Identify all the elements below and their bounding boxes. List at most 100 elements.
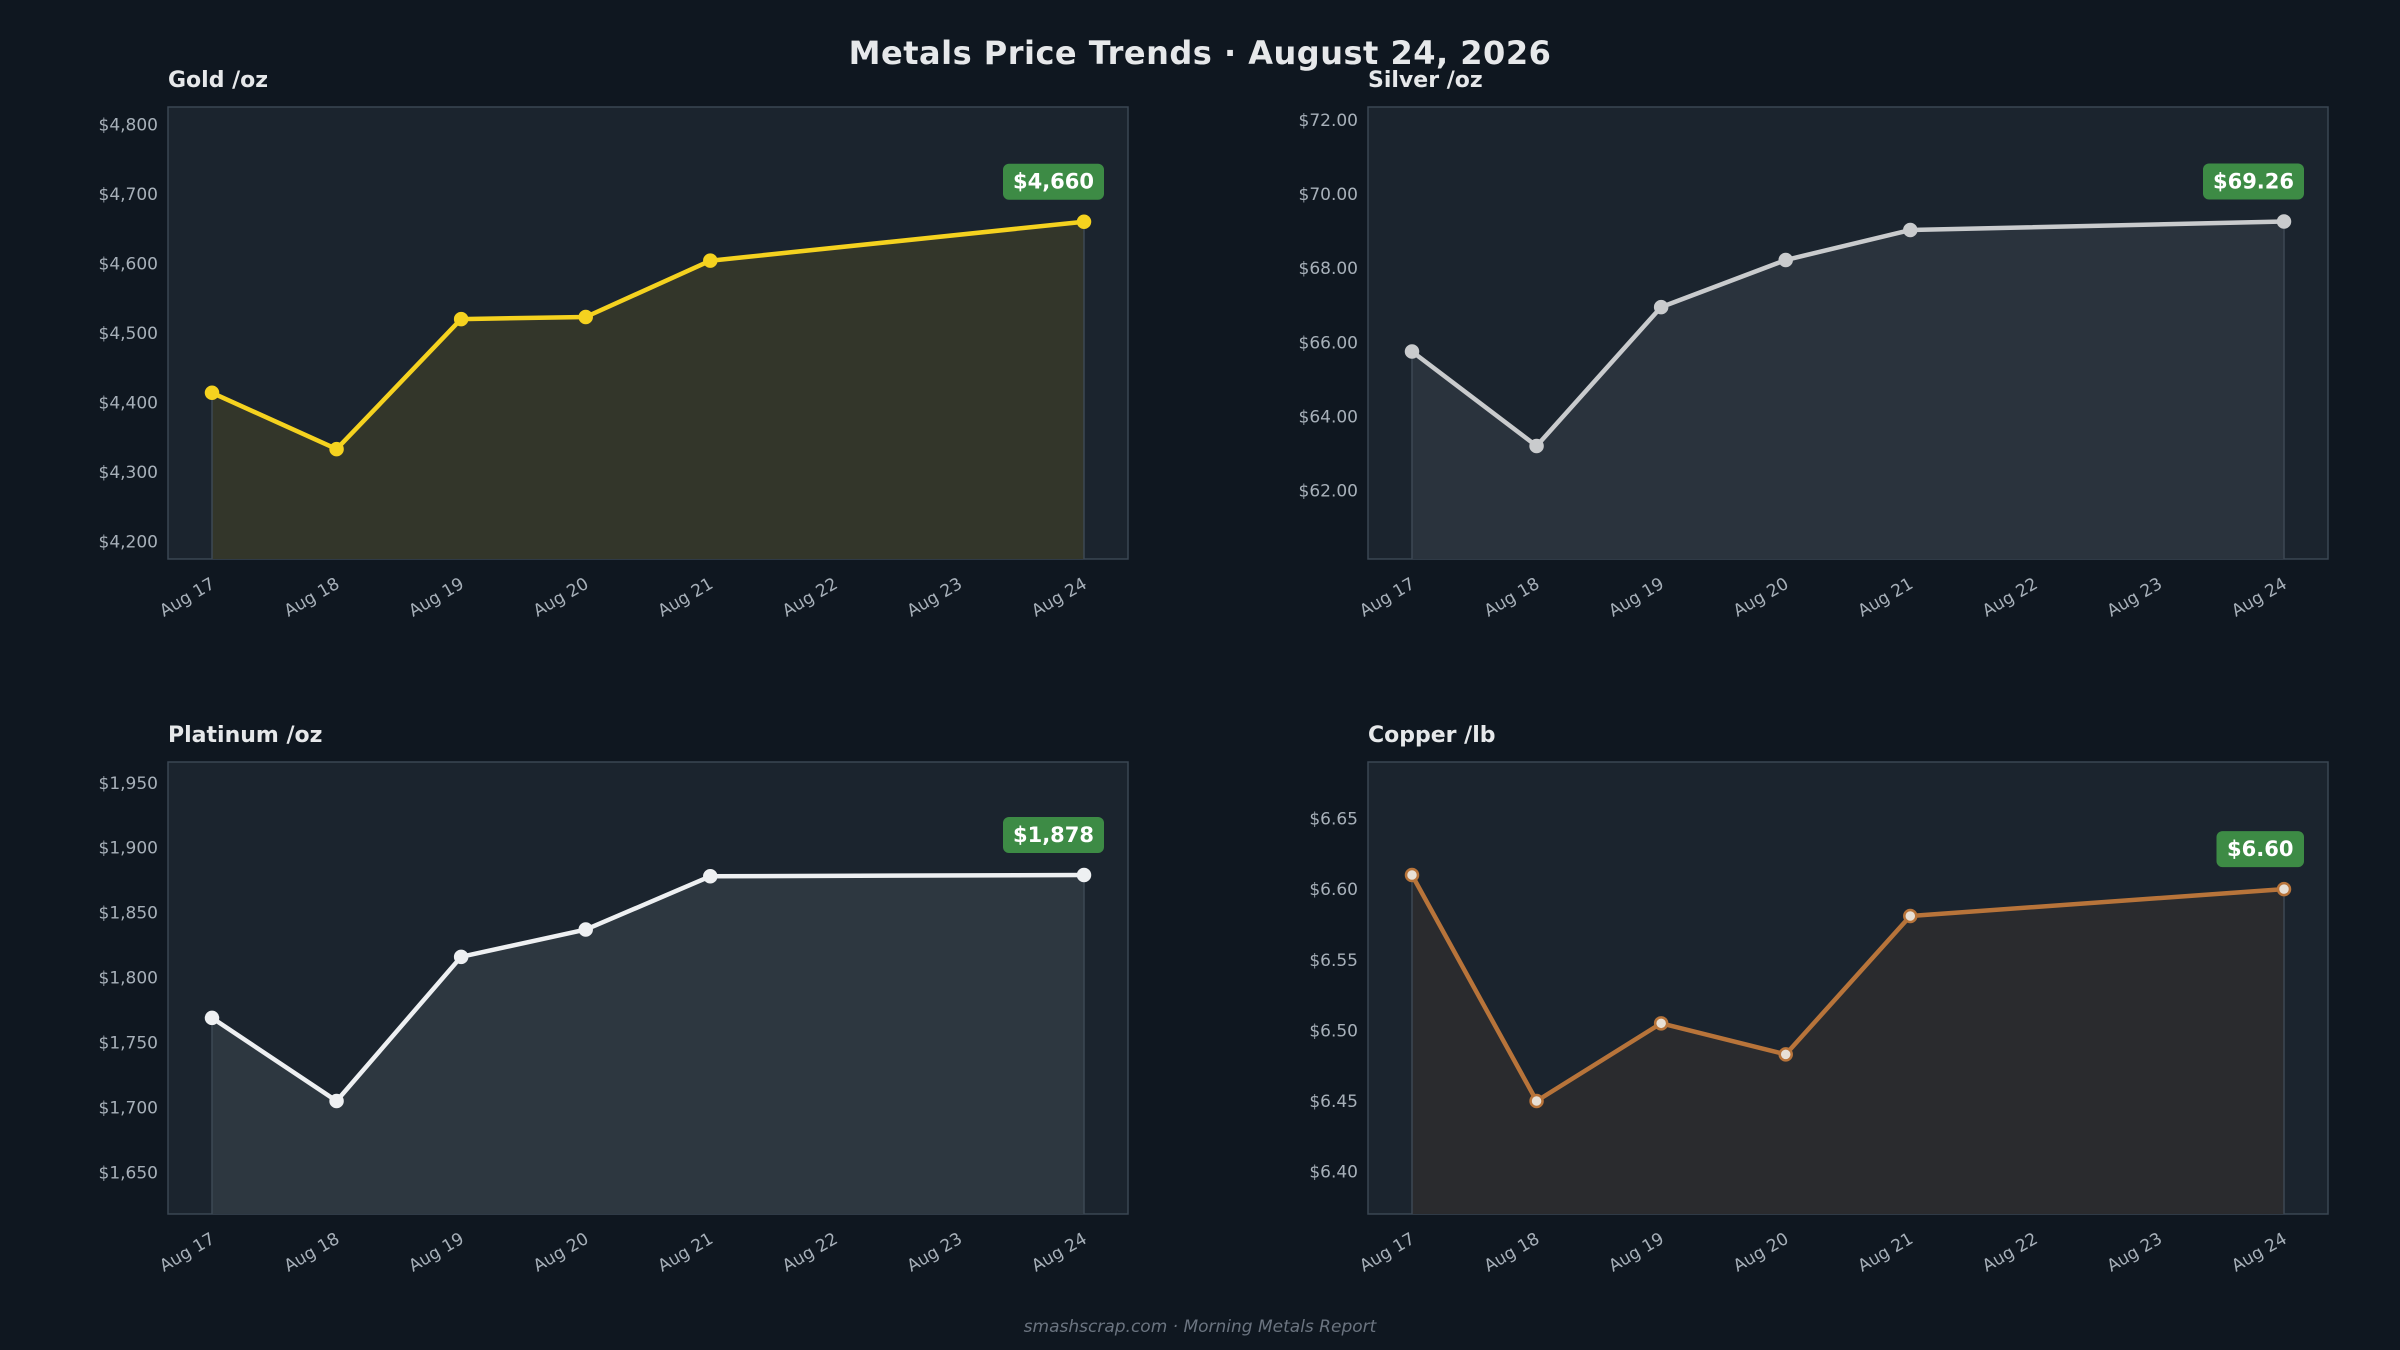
y-tick-label: $6.55 — [1309, 951, 1358, 971]
x-tick-label: Aug 18 — [281, 1229, 343, 1276]
x-tick-label: Aug 23 — [2104, 1229, 2166, 1276]
y-tick-label: $6.40 — [1309, 1163, 1358, 1183]
data-point-aug-17 — [204, 1010, 220, 1026]
last-value-badge — [1003, 817, 1104, 853]
series-line — [1409, 872, 2287, 1104]
x-tick-label: Aug 20 — [530, 574, 592, 621]
data-point-aug-21 — [703, 253, 718, 268]
data-point-aug-21 — [1903, 222, 1918, 238]
y-tick-label: $72.00 — [1299, 111, 1358, 131]
x-tick-label: Aug 21 — [655, 1229, 717, 1276]
chart-title: Platinum /oz — [168, 723, 322, 748]
x-tick-label: Aug 20 — [530, 1229, 592, 1276]
y-tick-label: $1,800 — [99, 969, 158, 989]
y-tick-label: $1,700 — [99, 1098, 158, 1118]
data-point-aug-20 — [578, 309, 593, 325]
chart-panel-3: Copper /lb $6.40 $6.45 $6.50 $6.55 $6.60 $6.65… — [1309, 723, 2329, 1276]
y-tick-label: $62.00 — [1299, 481, 1358, 501]
x-tick-label: Aug 21 — [655, 574, 717, 621]
x-tick-label: Aug 21 — [1855, 574, 1917, 621]
data-point-aug-19 — [453, 949, 469, 965]
y-tick-label: $4,700 — [99, 185, 158, 205]
data-point-aug-18 — [329, 1093, 344, 1109]
series-line — [209, 219, 1087, 452]
x-tick-label: Aug 18 — [1481, 574, 1543, 621]
x-tick-label: Aug 19 — [405, 1229, 467, 1276]
data-point-aug-21 — [703, 869, 718, 884]
series-area — [1412, 221, 2284, 559]
x-tick-label: Aug 19 — [1605, 574, 1667, 621]
data-point-aug-21 — [1903, 908, 1918, 924]
chart-panel-2: Platinum /oz $1,650 $1,700 $1,750 $1,800 $1,8… — [99, 723, 1129, 1276]
y-tick-label: $4,800 — [99, 115, 158, 135]
x-tick-label: Aug 22 — [1979, 574, 2041, 621]
y-tick-label: $1,900 — [99, 839, 158, 859]
y-tick-label: $1,850 — [99, 904, 158, 924]
x-tick-label: Aug 17 — [156, 574, 218, 621]
y-tick-label: $64.00 — [1299, 407, 1358, 427]
x-tick-label: Aug 23 — [904, 574, 966, 621]
series-line — [1409, 219, 2287, 449]
series-area — [212, 875, 1084, 1214]
footer-credit: smashscrap.com · Morning Metals Report — [1023, 1317, 1377, 1337]
x-tick-label: Aug 22 — [779, 1229, 841, 1276]
x-tick-label: Aug 22 — [779, 574, 841, 621]
x-tick-label: Aug 18 — [1481, 1229, 1543, 1276]
y-tick-label: $1,650 — [99, 1163, 158, 1183]
last-value-label: $4,660 — [1013, 170, 1094, 194]
y-tick-label: $4,600 — [99, 254, 158, 274]
last-value-badge — [2216, 831, 2304, 868]
y-tick-label: $68.00 — [1299, 259, 1358, 279]
last-value-badge — [1003, 163, 1104, 200]
series-area — [212, 221, 1084, 559]
chart-title: Gold /oz — [168, 68, 268, 93]
y-tick-label: $4,400 — [99, 394, 158, 414]
data-point-aug-20 — [1778, 1047, 1793, 1062]
data-point-aug-20 — [578, 922, 593, 937]
last-value-badge — [2203, 163, 2304, 200]
chart-panel-0: Gold /oz $4,200 $4,300 $4,400 $4,500 $4,600 $4… — [99, 68, 1129, 621]
data-point-aug-18 — [1529, 1093, 1544, 1109]
x-tick-label: Aug 21 — [1855, 1229, 1917, 1276]
x-tick-label: Aug 17 — [1356, 574, 1418, 621]
x-tick-label: Aug 24 — [1028, 1229, 1090, 1276]
data-point-aug-17 — [1404, 344, 1420, 359]
data-point-aug-24 — [1076, 867, 1092, 883]
x-tick-label: Aug 18 — [281, 574, 343, 621]
x-tick-label: Aug 24 — [1028, 574, 1090, 621]
data-point-aug-19 — [453, 311, 469, 327]
x-tick-label: Aug 22 — [1979, 1229, 2041, 1276]
x-tick-label: Aug 23 — [904, 1229, 966, 1276]
series-line — [209, 872, 1087, 1104]
x-tick-label: Aug 20 — [1730, 574, 1792, 621]
data-point-aug-17 — [204, 385, 220, 401]
data-point-aug-20 — [1778, 252, 1793, 268]
y-tick-label: $1,950 — [99, 774, 158, 794]
chart-panel-1: Silver /oz $62.00 $64.00 $66.00 $68.00 $70.00… — [1299, 68, 2329, 621]
y-tick-label: $66.00 — [1299, 333, 1358, 353]
x-tick-label: Aug 24 — [2228, 574, 2290, 621]
chart-title: Silver /oz — [1368, 68, 1483, 93]
data-point-aug-24 — [2276, 881, 2292, 897]
y-tick-label: $6.50 — [1309, 1021, 1358, 1041]
y-tick-label: $4,300 — [99, 463, 158, 483]
x-tick-label: Aug 23 — [2104, 574, 2166, 621]
data-point-aug-18 — [1529, 438, 1544, 454]
x-tick-label: Aug 24 — [2228, 1229, 2290, 1276]
last-value-label: $69.26 — [2213, 169, 2294, 193]
x-tick-label: Aug 17 — [1356, 1229, 1418, 1276]
y-tick-label: $70.00 — [1299, 185, 1358, 205]
x-tick-label: Aug 17 — [156, 1229, 218, 1276]
x-tick-label: Aug 20 — [1730, 1229, 1792, 1276]
y-tick-label: $6.60 — [1309, 880, 1358, 900]
x-tick-label: Aug 19 — [405, 574, 467, 621]
data-point-aug-17 — [1404, 867, 1420, 883]
data-point-aug-24 — [1076, 214, 1092, 229]
y-tick-label: $1,750 — [99, 1034, 158, 1054]
last-value-label: $6.60 — [2227, 837, 2293, 861]
data-point-aug-19 — [1653, 299, 1669, 315]
y-tick-label: $6.65 — [1309, 810, 1358, 830]
y-tick-label: $4,200 — [99, 533, 158, 553]
data-point-aug-18 — [329, 441, 344, 457]
